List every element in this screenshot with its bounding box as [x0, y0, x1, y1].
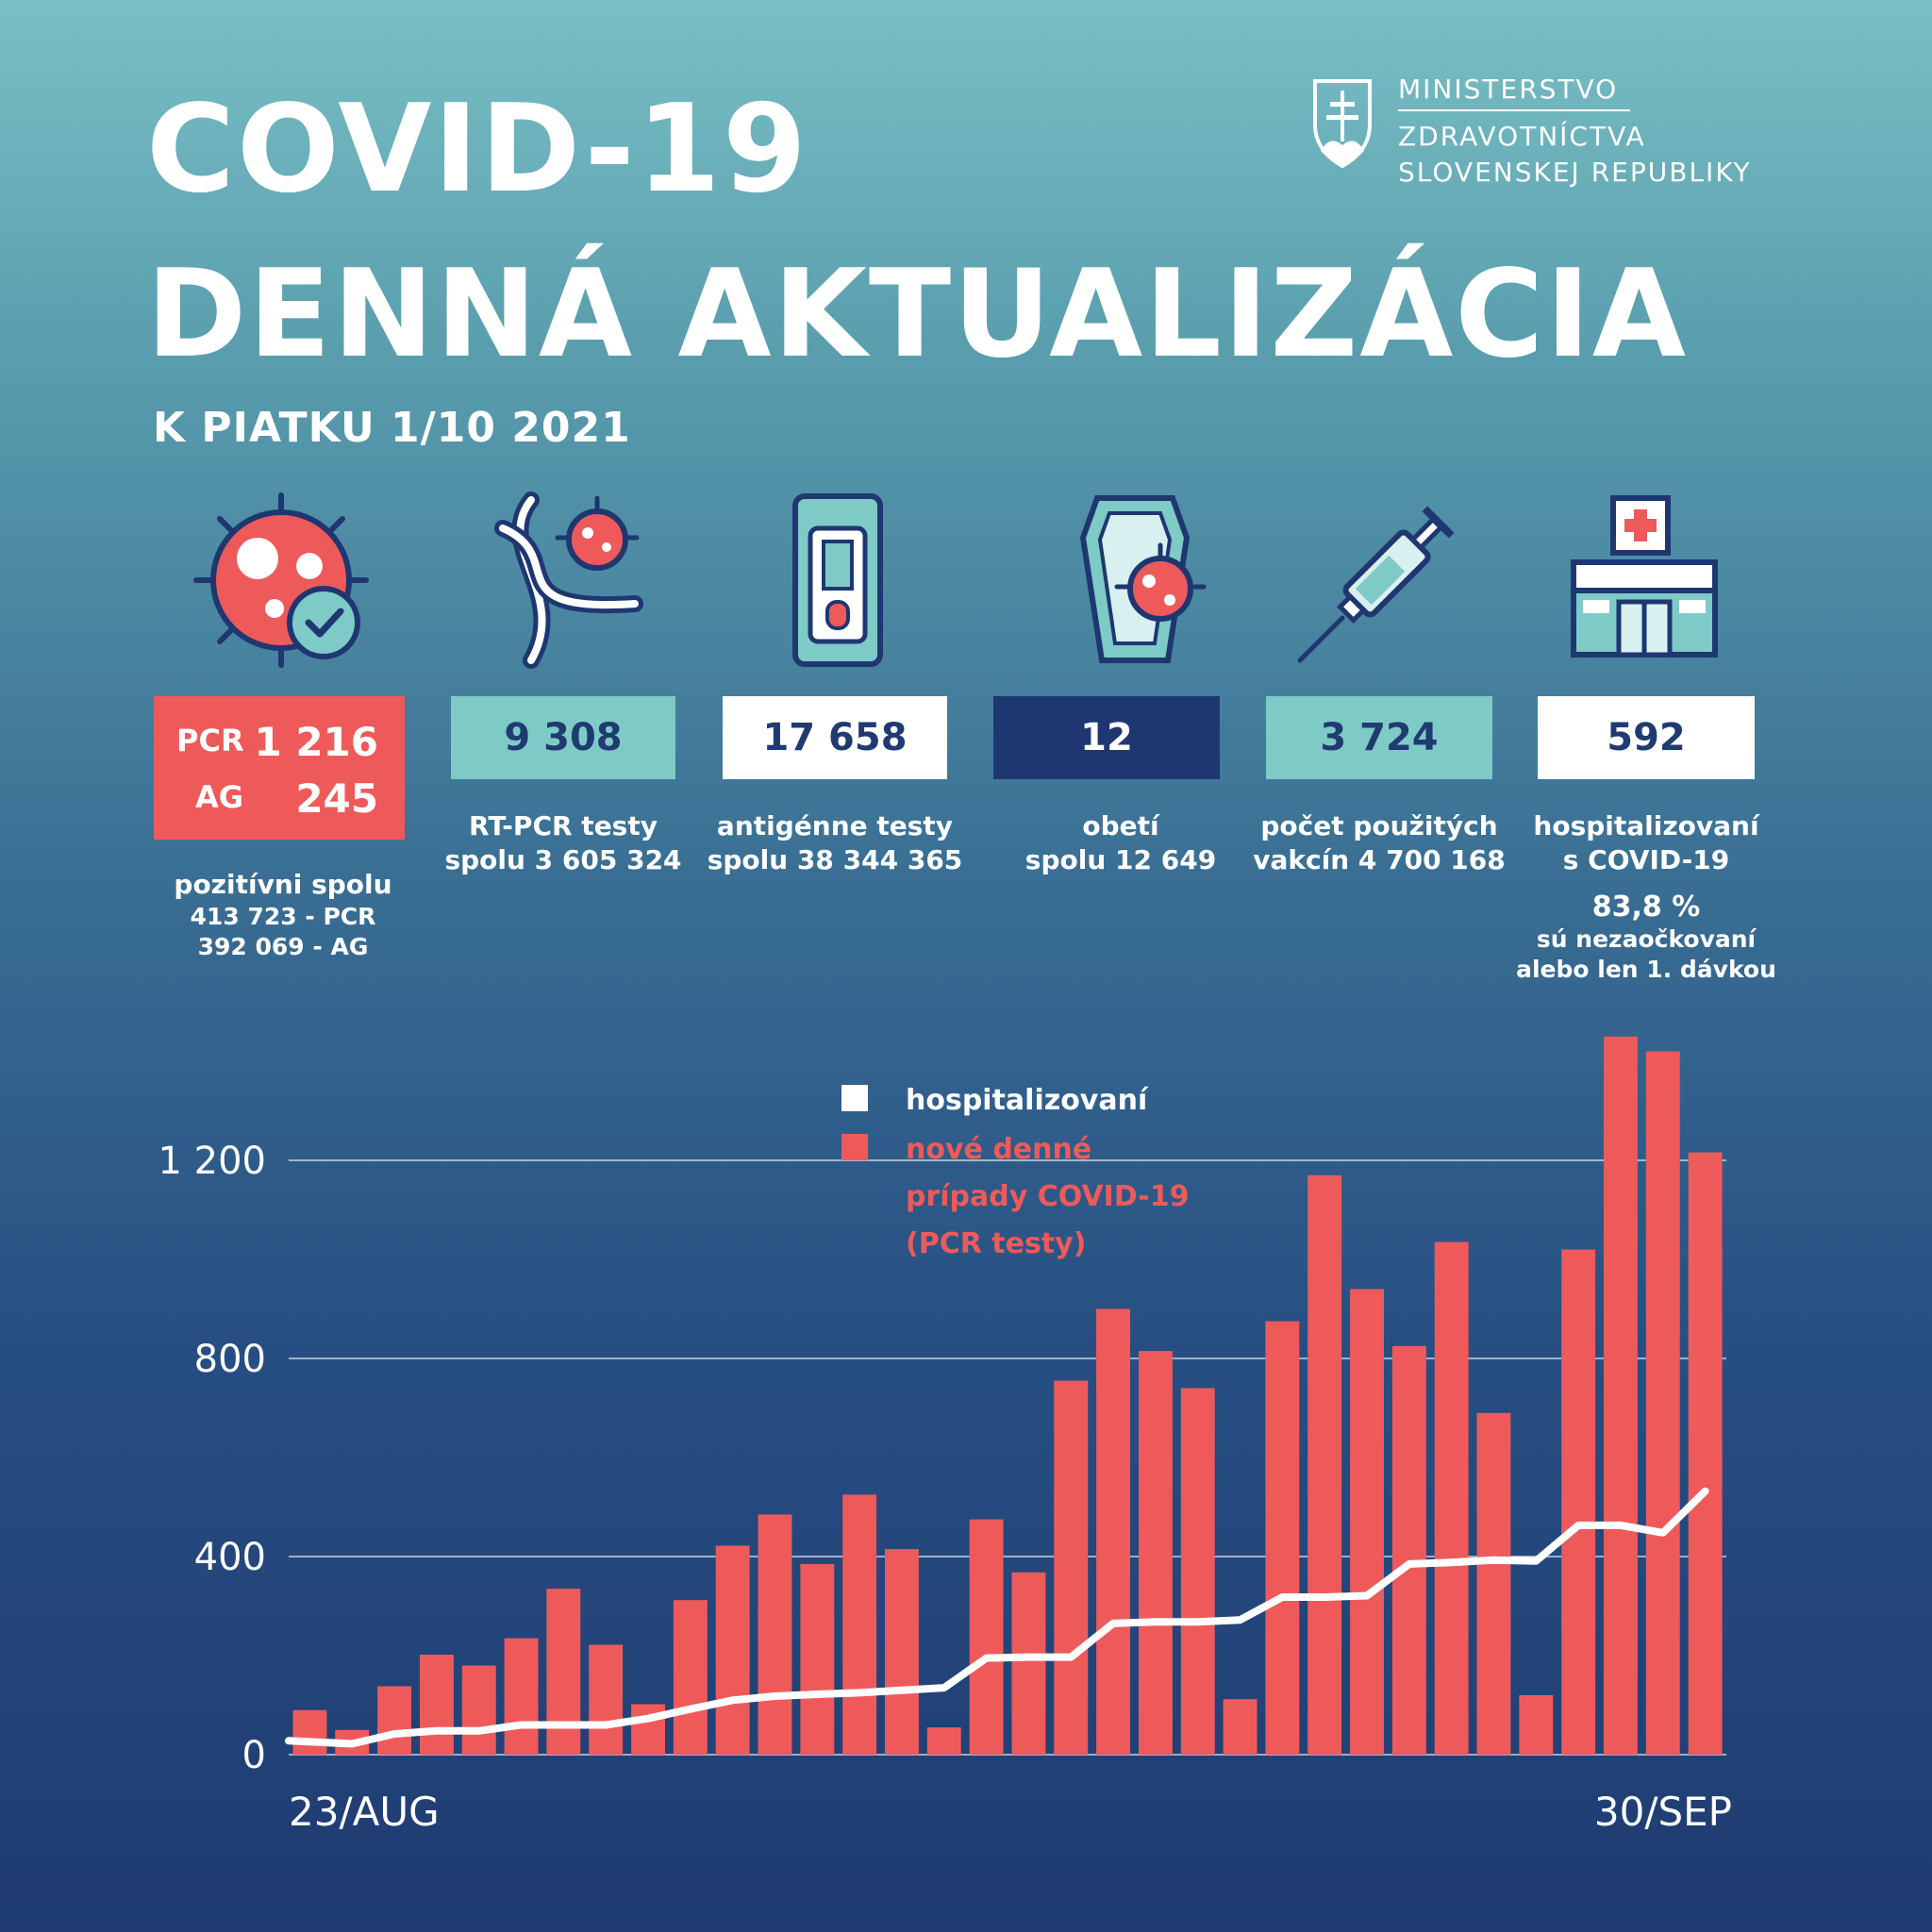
rtpcr-tests-box: 9 308: [451, 696, 675, 779]
deaths-caption-line-2: spolu 12 649: [1024, 844, 1217, 875]
date-subtitle: K PIATKU 1/10 2021: [153, 404, 631, 452]
slovak-crest-icon: [1313, 79, 1372, 169]
deaths-caption-line-1: obetí: [1082, 810, 1159, 841]
cases-hospitalized-chart: 0 400 800 1 200 23/AUG 30/SEP hospitalizova…: [158, 1036, 1732, 1835]
cases-bar: [800, 1563, 835, 1755]
ministry-name-line-2: ZDRAVOTNÍCTVA: [1398, 121, 1646, 152]
cases-bar: [1180, 1388, 1215, 1755]
ministry-logo: MINISTERSTVO ZDRAVOTNÍCTVA SLOVENSKEJ RE…: [1311, 74, 1764, 188]
legend-label-hospitalized: hospitalizovaní: [906, 1084, 1149, 1117]
cases-bar: [1391, 1345, 1426, 1755]
hospital-caption-percent: 83,8 %: [1591, 891, 1701, 924]
pcr-label: PCR: [176, 723, 244, 758]
cases-bar: [926, 1727, 961, 1755]
vaccines-caption: počet použitých vakcín 4 700 168: [1247, 809, 1511, 877]
hospital-caption: hospitalizovaní s COVID-19 83,8 % sú nez…: [1514, 809, 1778, 985]
rtpcr-caption-line-2: spolu 3 605 324: [444, 844, 682, 875]
title-line-1: COVID-19: [146, 79, 808, 220]
hospital-caption-line-5: alebo len 1. dávkou: [1516, 956, 1776, 983]
cases-bar: [1561, 1249, 1596, 1755]
cases-bar: [1307, 1174, 1342, 1756]
title-line-2: DENNÁ AKTUALIZÁCIA: [146, 244, 1688, 385]
positive-caption: pozitívni spolu 413 723 - PCR 392 069 - …: [160, 868, 406, 962]
cases-bar: [1645, 1051, 1680, 1755]
vaccines-box: 3 724: [1266, 696, 1492, 779]
ministry-name-line-1: MINISTERSTVO: [1398, 74, 1619, 105]
cases-bar: [1476, 1412, 1511, 1756]
legend-label-cases-line-2: prípady COVID-19: [906, 1180, 1190, 1213]
cases-bar: [1139, 1351, 1173, 1755]
cases-bar: [1604, 1036, 1638, 1756]
x-axis-start-label: 23/AUG: [289, 1789, 440, 1835]
cases-bar: [758, 1514, 792, 1755]
antigen-caption: antigénne testy spolu 38 344 365: [703, 809, 967, 877]
cases-bar: [1265, 1321, 1300, 1755]
virus-check-icon: [193, 492, 369, 668]
ag-label: AG: [195, 779, 244, 815]
cases-bar: [1688, 1152, 1723, 1755]
cases-bar: [715, 1545, 750, 1756]
hospital-caption-line-1: hospitalizovaní: [1533, 810, 1759, 841]
coffin-virus-icon: [1079, 495, 1207, 663]
legend-label-cases-line-3: (PCR testy): [906, 1227, 1086, 1260]
cases-bar: [1434, 1241, 1469, 1755]
cases-bar: [885, 1549, 919, 1755]
hospital-caption-line-2: s COVID-19: [1562, 844, 1730, 875]
cases-bar: [1519, 1695, 1554, 1755]
cases-bar: [1350, 1289, 1384, 1755]
y-tick-label: 400: [194, 1536, 266, 1579]
cases-bar: [1054, 1380, 1089, 1755]
hospital-caption-line-4: sú nezaočkovaní: [1536, 925, 1757, 953]
deaths-box: 12: [993, 696, 1220, 779]
deaths-caption: obetí spolu 12 649: [989, 809, 1253, 877]
hospitalized-line: [285, 1487, 1709, 1748]
cases-bar: [673, 1600, 708, 1755]
positive-caption-line-3: 392 069 - AG: [197, 933, 369, 960]
x-axis-end-label: 30/SEP: [1594, 1789, 1732, 1835]
cases-bar: [1011, 1572, 1046, 1755]
cases-bar: [461, 1665, 496, 1755]
daily-cases-bars: [292, 1036, 1723, 1756]
cases-bar: [504, 1638, 539, 1755]
cases-bar: [969, 1519, 1004, 1755]
y-tick-label: 0: [242, 1734, 266, 1777]
legend-swatch-hospitalized: [841, 1085, 868, 1111]
hospitalized-box: 592: [1538, 696, 1755, 779]
vaccines-caption-line-1: počet použitých: [1260, 810, 1498, 841]
antigen-caption-line-2: spolu 38 344 365: [707, 844, 963, 875]
ministry-name-line-3: SLOVENSKEJ REPUBLIKY: [1398, 157, 1752, 188]
vaccines-caption-line-2: vakcín 4 700 168: [1253, 844, 1506, 875]
cases-bar: [842, 1494, 877, 1755]
positive-caption-line-2: 413 723 - PCR: [190, 903, 376, 930]
ag-positive-value: 245: [295, 775, 378, 822]
y-tick-label: 800: [194, 1338, 266, 1381]
y-tick-label: 1 200: [158, 1140, 266, 1183]
rtpcr-caption-line-1: RT-PCR testy: [469, 810, 658, 841]
cases-bar: [292, 1709, 327, 1756]
antigen-caption-line-1: antigénne testy: [716, 810, 954, 841]
cases-bar: [1096, 1308, 1130, 1755]
y-axis-tick-labels: 0 400 800 1 200: [158, 1140, 266, 1777]
pcr-positive-value: 1 216: [254, 719, 378, 765]
dna-virus-icon: [494, 491, 643, 669]
cases-bar: [377, 1686, 411, 1755]
ministry-underline: [1398, 109, 1630, 111]
legend-swatch-cases: [841, 1134, 868, 1160]
antigen-tests-box: 17 658: [723, 696, 947, 779]
hospital-icon: [1571, 495, 1718, 658]
cases-bar: [631, 1704, 665, 1756]
antigen-test-icon: [792, 493, 883, 667]
cases-bar: [589, 1644, 624, 1756]
cases-bar: [546, 1589, 581, 1755]
cases-bar: [1223, 1699, 1257, 1755]
cases-bar: [420, 1655, 454, 1756]
syringe-icon: [1297, 506, 1455, 663]
legend-label-cases-line-1: nové denné: [906, 1133, 1091, 1166]
rtpcr-caption: RT-PCR testy spolu 3 605 324: [431, 809, 695, 877]
positive-cases-box: PCR 1 216 AG 245: [154, 696, 405, 840]
positive-caption-line-1: pozitívni spolu: [174, 869, 392, 900]
